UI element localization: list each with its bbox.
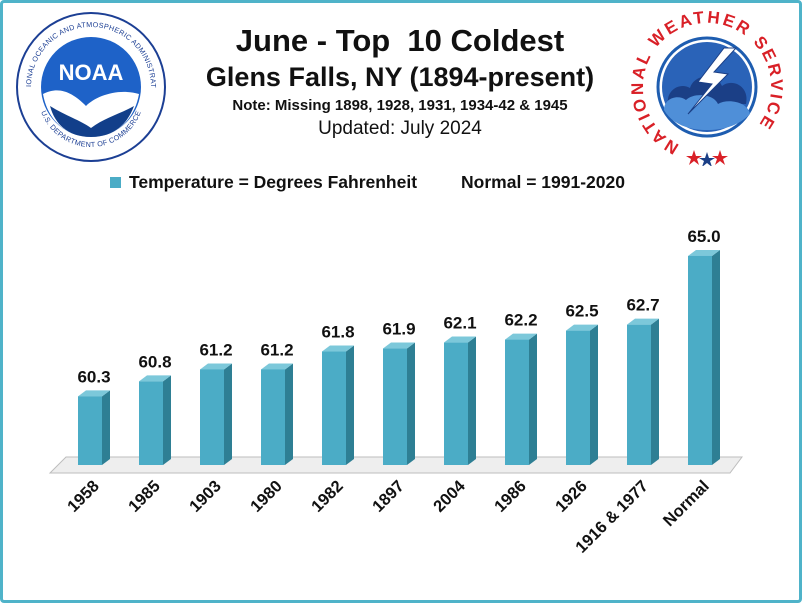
legend-series-label: Temperature = Degrees Fahrenheit <box>129 172 418 192</box>
bar <box>322 351 346 465</box>
bar-side <box>346 345 354 465</box>
x-tick-label: 2004 <box>430 477 469 516</box>
bar-top <box>139 375 171 382</box>
x-tick-label: 1982 <box>308 477 347 516</box>
bar-top <box>383 342 415 349</box>
bar <box>627 324 651 465</box>
bar-top <box>627 318 659 325</box>
chart-subtitle: Glens Falls, NY (1894-present) <box>205 62 595 92</box>
legend: Temperature = Degrees Fahrenheit Normal … <box>110 172 625 193</box>
data-label: 60.3 <box>77 367 110 386</box>
bar <box>444 342 468 465</box>
updated-text: Updated: July 2024 <box>318 118 482 139</box>
bar-side <box>285 363 293 465</box>
x-tick-label: 1986 <box>491 477 530 516</box>
bar <box>566 330 590 465</box>
bar <box>139 381 163 465</box>
noaa-center-text: NOAA <box>59 60 124 85</box>
bar <box>383 348 407 465</box>
bar-side <box>712 249 720 465</box>
data-label: 61.8 <box>321 323 354 342</box>
x-tick-label: 1985 <box>125 477 164 516</box>
bar-side <box>529 333 537 465</box>
bar-top <box>78 390 110 397</box>
legend-normal-note: Normal = 1991-2020 <box>461 172 625 192</box>
data-label: 60.8 <box>138 352 171 371</box>
bar-side <box>651 318 659 465</box>
bar-top <box>200 363 232 370</box>
noaa-logo: NATIONAL OCEANIC AND ATMOSPHERIC ADMINIS… <box>14 10 166 162</box>
x-tick-label: 1958 <box>64 477 103 516</box>
data-label: 61.2 <box>199 340 232 359</box>
bar-side <box>590 324 598 465</box>
nws-logo: NATIONAL WEATHER SERVICE <box>628 8 784 166</box>
bar <box>200 369 224 465</box>
x-tick-label: 1903 <box>186 477 225 516</box>
bar-side <box>468 336 476 465</box>
bar <box>505 339 529 465</box>
missing-years-note: Note: Missing 1898, 1928, 1931, 1934-42 … <box>232 97 568 114</box>
bar-top <box>505 333 537 340</box>
bar-side <box>163 375 171 465</box>
bar <box>78 396 102 465</box>
data-label: 61.2 <box>260 340 293 359</box>
bar-side <box>407 342 415 465</box>
data-label: 62.1 <box>443 314 476 333</box>
x-tick-label: 1897 <box>369 477 408 516</box>
x-tick-label: 1926 <box>552 477 591 516</box>
bar-top <box>444 336 476 343</box>
data-label: 65.0 <box>687 227 720 246</box>
bar <box>688 255 712 465</box>
chart-title: June - Top 10 Coldest <box>235 23 565 58</box>
bar-top <box>566 324 598 331</box>
data-label: 62.5 <box>565 302 598 321</box>
bar-top <box>322 345 354 352</box>
data-label: 62.7 <box>626 296 659 315</box>
legend-swatch <box>110 177 121 188</box>
bar <box>261 369 285 465</box>
bar-side <box>224 363 232 465</box>
bar-side <box>102 390 110 465</box>
bar-top <box>688 249 720 256</box>
data-label: 61.9 <box>382 320 415 339</box>
data-label: 62.2 <box>504 311 537 330</box>
bar-top <box>261 363 293 370</box>
x-tick-label: Normal <box>660 477 713 530</box>
title-block: June - Top 10 Coldest Glens Falls, NY (1… <box>170 22 630 142</box>
x-tick-label: 1980 <box>247 477 286 516</box>
